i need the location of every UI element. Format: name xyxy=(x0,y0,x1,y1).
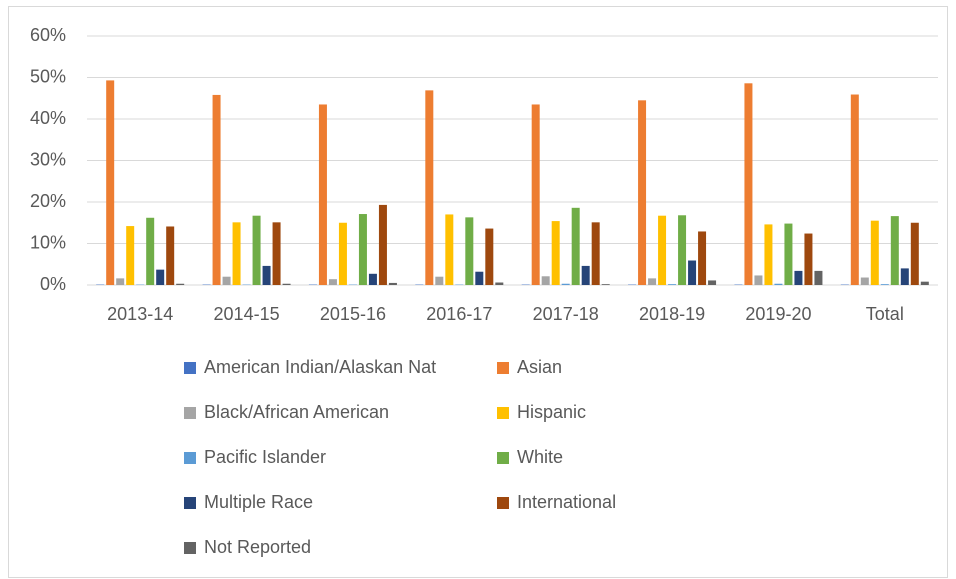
bar xyxy=(794,270,803,285)
bar xyxy=(561,283,570,285)
y-tick-label: 40% xyxy=(30,108,66,128)
y-tick-label: 20% xyxy=(30,191,66,211)
bar xyxy=(435,276,444,285)
bar xyxy=(495,282,504,285)
bar xyxy=(900,268,909,285)
bar xyxy=(116,278,125,285)
bar xyxy=(318,104,327,285)
bar xyxy=(106,80,115,285)
bar xyxy=(658,215,667,285)
bar xyxy=(475,271,484,285)
bar xyxy=(870,220,879,285)
bar xyxy=(638,100,647,285)
bar xyxy=(648,278,657,285)
x-tick-label: 2017-18 xyxy=(533,304,599,324)
x-tick-label: 2019-20 xyxy=(745,304,811,324)
bar xyxy=(784,223,793,285)
bar xyxy=(445,214,454,285)
legend-swatch xyxy=(184,542,196,554)
x-tick-label: 2016-17 xyxy=(426,304,492,324)
bar xyxy=(282,283,291,285)
bar xyxy=(368,273,377,285)
bar xyxy=(541,276,550,285)
bar xyxy=(252,215,261,285)
bar xyxy=(910,222,919,285)
bar xyxy=(744,83,753,285)
bar xyxy=(860,277,869,285)
legend-label: Pacific Islander xyxy=(204,447,326,467)
legend-label: Black/African American xyxy=(204,402,389,422)
bar xyxy=(212,94,221,286)
y-tick-label: 30% xyxy=(30,149,66,169)
bar xyxy=(814,270,823,285)
bar xyxy=(465,217,474,285)
bar xyxy=(531,104,540,285)
y-tick-label: 0% xyxy=(40,274,66,294)
legend-label: Asian xyxy=(517,357,562,377)
bar xyxy=(378,204,387,285)
bar xyxy=(804,233,813,285)
legend-swatch xyxy=(497,407,509,419)
bar xyxy=(591,222,600,285)
bar xyxy=(126,226,135,285)
x-tick-label: 2014-15 xyxy=(214,304,280,324)
legend-label: International xyxy=(517,492,616,512)
bar xyxy=(601,284,610,285)
legend-label: Multiple Race xyxy=(204,492,313,512)
bar xyxy=(774,283,783,285)
bar xyxy=(754,275,763,285)
legend-swatch xyxy=(497,452,509,464)
bar xyxy=(698,231,707,285)
x-tick-label: 2013-14 xyxy=(107,304,173,324)
bar xyxy=(358,214,367,285)
legend-label: White xyxy=(517,447,563,467)
bar xyxy=(166,226,175,285)
legend-swatch xyxy=(497,497,509,509)
bar xyxy=(262,265,271,285)
x-tick-label: 2018-19 xyxy=(639,304,705,324)
bar xyxy=(272,222,281,285)
bar xyxy=(176,283,185,285)
bar xyxy=(328,279,337,285)
bar xyxy=(688,260,697,285)
bar xyxy=(920,281,929,285)
bar xyxy=(764,224,773,285)
bar xyxy=(708,280,717,285)
x-tick-label: Total xyxy=(866,304,904,324)
bar xyxy=(146,217,155,285)
bar xyxy=(551,221,560,285)
bar xyxy=(678,215,687,285)
x-tick-label: 2015-16 xyxy=(320,304,386,324)
legend-swatch xyxy=(497,362,509,374)
chart-frame xyxy=(8,6,948,578)
y-tick-label: 50% xyxy=(30,66,66,86)
bar xyxy=(232,222,241,285)
legend-label: American Indian/Alaskan Nat xyxy=(204,357,436,377)
legend-swatch xyxy=(184,452,196,464)
bar xyxy=(571,207,580,285)
bar xyxy=(581,265,590,285)
legend-swatch xyxy=(184,497,196,509)
bar xyxy=(338,222,347,285)
legend-swatch xyxy=(184,362,196,374)
legend-swatch xyxy=(184,407,196,419)
bar xyxy=(890,216,899,285)
y-tick-label: 10% xyxy=(30,232,66,252)
legend-label: Not Reported xyxy=(204,537,311,557)
bar xyxy=(880,284,889,285)
bar xyxy=(850,94,859,285)
bar xyxy=(485,228,494,285)
legend-label: Hispanic xyxy=(517,402,586,422)
bar xyxy=(222,276,231,285)
bar xyxy=(156,269,165,285)
y-tick-label: 60% xyxy=(30,25,66,45)
bar xyxy=(388,282,397,285)
bar xyxy=(425,90,434,286)
bar xyxy=(668,284,677,285)
